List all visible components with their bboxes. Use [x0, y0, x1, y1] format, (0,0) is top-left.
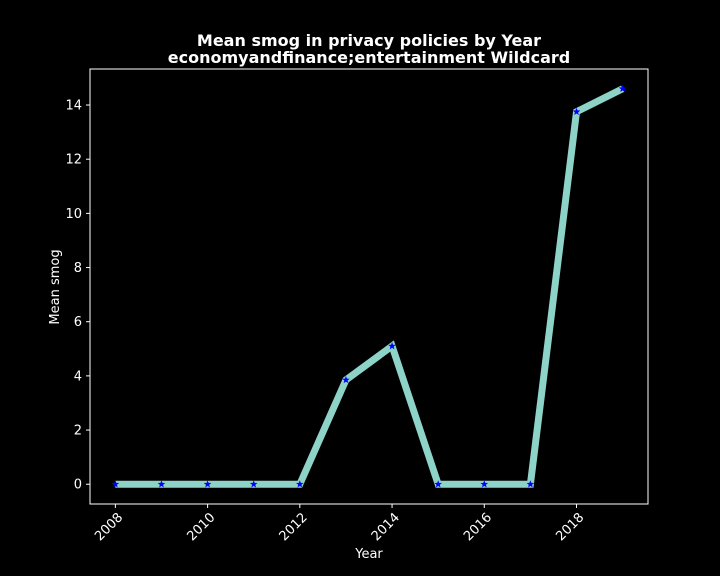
- x-axis-label: Year: [354, 547, 383, 562]
- y-tick-label: 12: [65, 153, 82, 168]
- y-tick-label: 8: [74, 261, 82, 276]
- y-tick-label: 14: [65, 99, 82, 114]
- data-point-marker: [572, 107, 581, 116]
- data-point-marker: [203, 480, 212, 488]
- data-point-marker: [434, 480, 442, 488]
- y-tick-label: 0: [74, 478, 82, 493]
- y-tick-label: 2: [74, 424, 82, 439]
- axes-frame: [89, 68, 649, 505]
- data-point-marker: [480, 480, 489, 488]
- chart-title-line1: Mean smog in privacy policies by Year: [197, 31, 541, 50]
- y-tick-label: 6: [74, 315, 82, 330]
- data-point-marker: [618, 84, 627, 93]
- data-point-marker: [388, 342, 396, 350]
- data-point-marker: [342, 375, 350, 384]
- y-tick-label: 10: [65, 207, 82, 222]
- y-tick-label: 4: [74, 369, 82, 384]
- data-point-marker: [157, 480, 166, 488]
- data-point-marker: [296, 480, 304, 488]
- data-point-marker: [111, 480, 120, 488]
- plot-area: [111, 84, 627, 488]
- data-point-marker: [249, 480, 258, 488]
- chart-title-line2: economyandfinance;entertainment Wildcard: [168, 48, 570, 67]
- y-axis: 0 2 4 6 8 10 12 14: [65, 99, 90, 493]
- y-axis-label: Mean smog: [48, 249, 63, 324]
- series-line: [115, 85, 625, 488]
- data-point-marker: [526, 480, 535, 488]
